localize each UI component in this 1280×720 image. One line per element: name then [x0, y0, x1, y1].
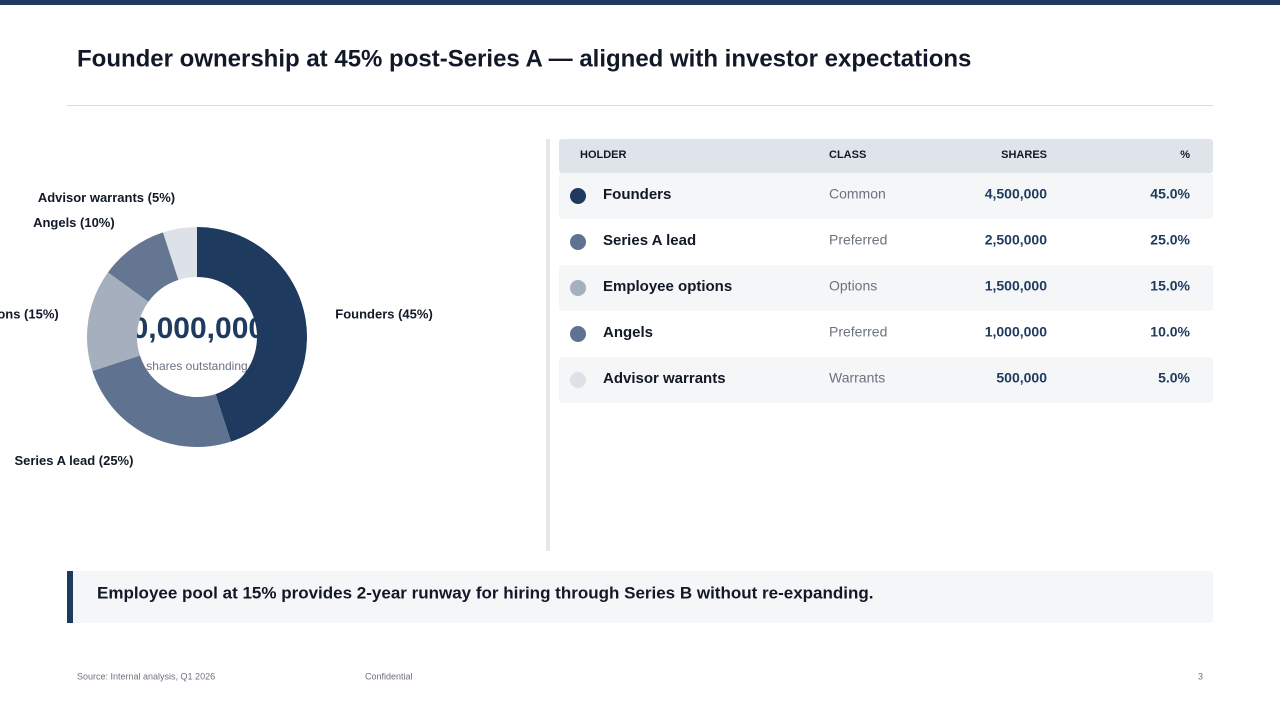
table-row-bg: [559, 357, 1213, 403]
table-row-bg: [559, 265, 1213, 311]
footer-source: Source: Internal analysis, Q1 2026: [77, 671, 215, 681]
table-header-bg: [559, 139, 1213, 173]
table-cell: Founders: [603, 186, 671, 203]
table-header: SHARES: [1001, 149, 1047, 161]
table-cell: 1,000,000: [985, 324, 1047, 340]
table-cell: 25.0%: [1150, 232, 1190, 248]
table-cell: Common: [829, 186, 886, 202]
slice-label: Employee options (15%): [0, 307, 59, 322]
table-cell: Options: [829, 278, 877, 294]
slide-title: Founder ownership at 45% post-Series A —…: [77, 45, 971, 72]
slice-label: Series A lead (25%): [14, 453, 133, 468]
table-cell: Preferred: [829, 324, 887, 340]
center-sublabel: shares outstanding: [146, 359, 247, 373]
callout-text: Employee pool at 15% provides 2-year run…: [97, 583, 873, 602]
table-row-bg: [559, 173, 1213, 219]
slice-label: Advisor warrants (5%): [38, 190, 175, 205]
footer-confidential: Confidential: [365, 671, 413, 681]
table-cell: Angels: [603, 324, 653, 341]
table-cell: 5.0%: [1158, 370, 1190, 386]
donut-slice: [108, 232, 179, 302]
table-cell: Advisor warrants: [603, 370, 726, 387]
table-cell: 45.0%: [1150, 186, 1190, 202]
table-cell: 500,000: [996, 370, 1047, 386]
table-cell: 2,500,000: [985, 232, 1047, 248]
center-label: 10,000,000: [115, 312, 265, 345]
donut-slice: [197, 227, 307, 442]
donut-slice: [86, 272, 149, 371]
row-dot: [570, 234, 586, 250]
table-header: %: [1180, 149, 1190, 161]
table-cell: 4,500,000: [985, 186, 1047, 202]
table-header: CLASS: [829, 149, 866, 161]
table-cell: 15.0%: [1150, 278, 1190, 294]
row-dot: [570, 280, 586, 296]
table-cell: 10.0%: [1150, 324, 1190, 340]
table-cell: Preferred: [829, 232, 887, 248]
table-cell: Series A lead: [603, 232, 696, 249]
row-dot: [570, 326, 586, 342]
donut-slice: [92, 355, 231, 447]
table-header: HOLDER: [580, 149, 627, 161]
slice-label: Angels (10%): [33, 215, 115, 230]
top-bar: [0, 0, 1280, 5]
table-cell: 1,500,000: [985, 278, 1047, 294]
row-dot: [570, 372, 586, 388]
table-cell: Warrants: [829, 370, 885, 386]
callout-box: [67, 571, 1213, 623]
page-number: 3: [1198, 671, 1203, 681]
table-cell: Employee options: [603, 278, 732, 295]
donut-slice: [163, 227, 197, 280]
slice-label: Founders (45%): [335, 307, 433, 322]
row-dot: [570, 188, 586, 204]
separator: [546, 139, 550, 551]
callout-accent: [67, 571, 73, 623]
